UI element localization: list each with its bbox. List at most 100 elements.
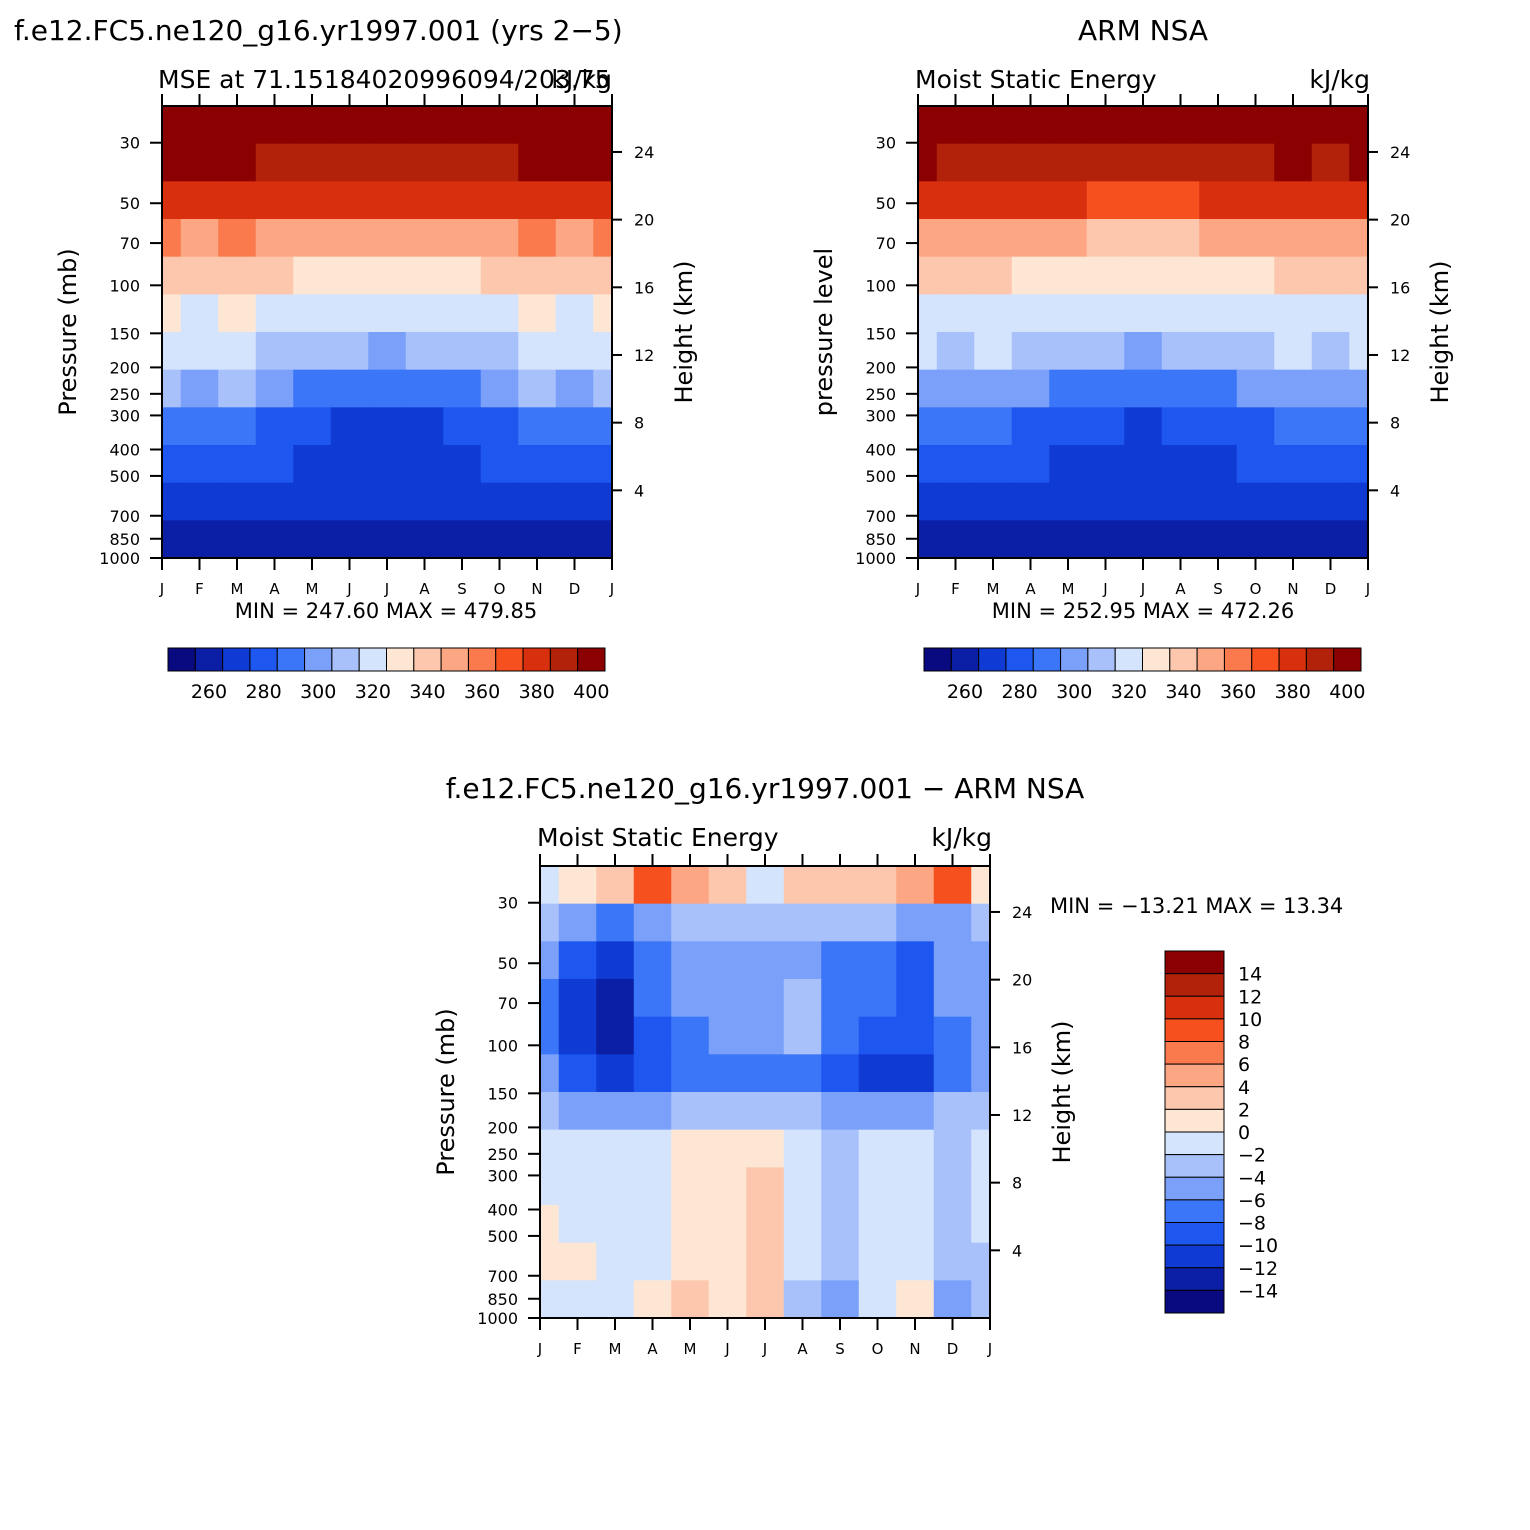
field-cell — [974, 143, 1013, 182]
panel-obs-title: ARM NSA — [1078, 14, 1208, 47]
field-cell — [330, 482, 369, 521]
field-cell — [596, 1129, 635, 1168]
field-cell — [1049, 219, 1088, 258]
panel-obs-ylabel: pressure level — [810, 248, 838, 416]
y-tick-label: 200 — [109, 358, 140, 377]
field-cell — [293, 445, 332, 484]
field-cell — [443, 106, 482, 145]
field-cell — [936, 482, 975, 521]
colorbar-label: 6 — [1238, 1054, 1250, 1076]
field-cell — [1349, 369, 1368, 408]
panel-model-field — [162, 106, 612, 558]
field-cell — [293, 369, 332, 408]
field-cell — [540, 1129, 560, 1168]
field-cell — [1049, 256, 1088, 295]
field-cell — [633, 1016, 672, 1055]
field-cell — [218, 369, 257, 408]
field-cell — [405, 482, 444, 521]
y-tick-label: 1000 — [99, 549, 140, 568]
field-cell — [1011, 445, 1050, 484]
field-cell — [821, 1167, 860, 1206]
colorbar-label: 300 — [1056, 681, 1092, 703]
field-cell — [633, 1242, 672, 1281]
field-cell — [1124, 407, 1163, 446]
x-tick-label: M — [609, 1340, 622, 1358]
field-cell — [1049, 520, 1088, 558]
height-tick-label: 12 — [634, 346, 654, 365]
field-cell — [1011, 332, 1050, 371]
field-cell — [1274, 181, 1313, 220]
field-cell — [858, 903, 897, 942]
x-tick-label: D — [569, 580, 581, 598]
field-cell — [708, 1167, 747, 1206]
field-cell — [368, 294, 407, 333]
field-cell — [858, 941, 897, 980]
field-cell — [480, 294, 519, 333]
field-cell — [671, 1280, 710, 1318]
panel-diff-field — [540, 866, 990, 1318]
colorbar-swatch — [495, 647, 524, 672]
field-cell — [593, 369, 612, 408]
field-cell — [671, 1167, 710, 1206]
colorbar-label: 280 — [245, 681, 281, 703]
colorbar-swatch — [577, 647, 606, 672]
field-cell — [593, 482, 612, 521]
x-tick-label: J — [1365, 580, 1370, 598]
field-cell — [1011, 219, 1050, 258]
x-tick-label: S — [1213, 580, 1223, 598]
field-cell — [633, 1205, 672, 1244]
field-cell — [443, 482, 482, 521]
field-cell — [293, 332, 332, 371]
field-cell — [180, 332, 219, 371]
x-tick-label: A — [1175, 580, 1186, 598]
field-cell — [933, 866, 972, 905]
field-cell — [936, 294, 975, 333]
field-cell — [405, 369, 444, 408]
field-cell — [971, 1242, 990, 1281]
field-cell — [974, 106, 1013, 145]
colorbar-label: 260 — [191, 681, 227, 703]
field-cell — [593, 407, 612, 446]
x-tick-label: J — [384, 580, 389, 598]
x-tick-label: D — [1325, 580, 1337, 598]
y-tick-label: 250 — [865, 385, 896, 404]
field-cell — [405, 520, 444, 558]
field-cell — [974, 445, 1013, 484]
field-cell — [633, 1129, 672, 1168]
field-cell — [746, 1280, 785, 1318]
field-cell — [858, 1054, 897, 1093]
field-cell — [933, 1129, 972, 1168]
field-cell — [443, 407, 482, 446]
field-cell — [405, 143, 444, 182]
field-cell — [1124, 332, 1163, 371]
field-cell — [708, 903, 747, 942]
field-cell — [708, 1280, 747, 1318]
colorbar-swatch — [1223, 647, 1253, 672]
field-cell — [933, 941, 972, 980]
field-cell — [443, 445, 482, 484]
field-cell — [633, 866, 672, 905]
field-cell — [1049, 407, 1088, 446]
field-cell — [858, 979, 897, 1018]
field-cell — [633, 1167, 672, 1206]
colorbar-swatch — [1164, 1199, 1225, 1224]
field-cell — [540, 1167, 560, 1206]
x-tick-label: J — [609, 580, 614, 598]
field-cell — [255, 482, 294, 521]
field-cell — [1011, 482, 1050, 521]
colorbar-swatch — [194, 647, 224, 672]
field-cell — [218, 482, 257, 521]
field-cell — [971, 1129, 990, 1168]
x-tick-label: A — [1025, 580, 1036, 598]
field-cell — [1124, 520, 1163, 558]
field-cell — [558, 1167, 597, 1206]
field-cell — [918, 482, 938, 521]
field-cell — [1349, 219, 1368, 258]
field-cell — [558, 979, 597, 1018]
field-cell — [1274, 143, 1313, 182]
panel-obs-axes: J F M A M J J A S O N D J 30 50 70 100 150 200 250 300 400 500… — [855, 94, 1410, 598]
x-tick-label: N — [909, 1340, 920, 1358]
height-tick-label: 4 — [634, 481, 644, 500]
field-cell — [1199, 445, 1238, 484]
